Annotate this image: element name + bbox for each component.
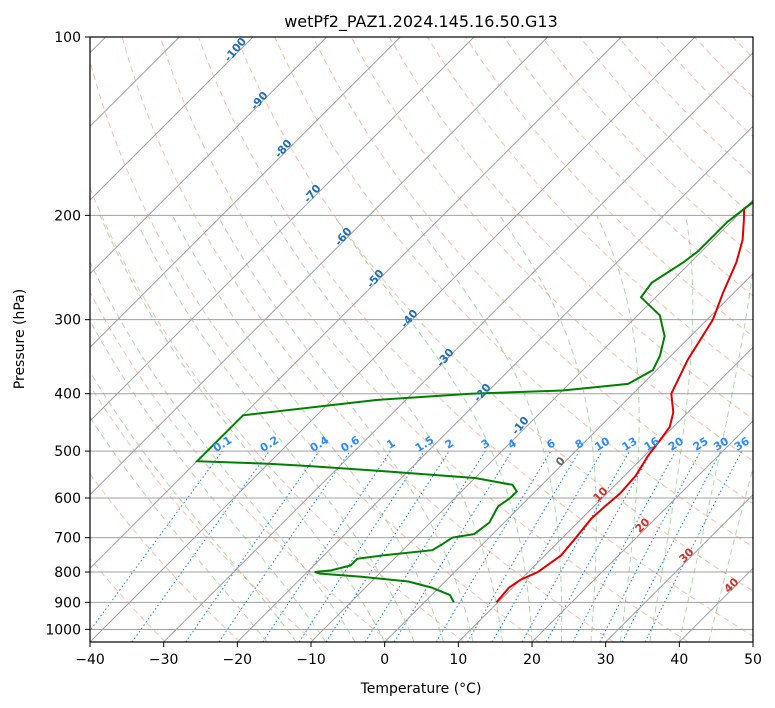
y-tick-label: 100 — [54, 30, 81, 46]
x-tick-label: −10 — [296, 652, 326, 668]
dry-adiabat — [90, 186, 465, 642]
mixing-ratio-line — [325, 450, 450, 642]
dry-adiabat — [465, 37, 753, 338]
isotherm-gridline — [163, 51, 753, 642]
x-axis: −40 −30 −20 −10 0 10 20 30 40 50 — [75, 642, 762, 668]
mixing-ratio-line — [298, 450, 425, 642]
mixing-ratio-line — [185, 450, 320, 642]
moist-adiabat — [409, 215, 563, 642]
moist-adiabat — [172, 215, 445, 642]
dry-adiabat — [90, 472, 241, 642]
dry-adiabat — [503, 37, 753, 297]
x-tick-label: −40 — [75, 652, 105, 668]
isotherm-gridline — [90, 37, 254, 201]
dry-adiabat — [350, 37, 753, 462]
mixing-ratio-line — [90, 450, 223, 632]
y-tick-label: 500 — [54, 444, 81, 460]
y-tick-label: 400 — [54, 387, 81, 403]
dry-adiabat — [388, 37, 753, 420]
mixing-ratio-line — [131, 450, 270, 642]
dry-adiabat — [274, 37, 753, 548]
x-tick-label: −30 — [149, 652, 179, 668]
mixing-ratio-line — [521, 450, 630, 642]
mixing-ratio-line — [262, 450, 392, 642]
mixing-ratio-line — [218, 450, 351, 642]
dry-adiabat — [159, 37, 689, 642]
moist-adiabat — [596, 215, 640, 642]
mixing-ratio-line — [644, 450, 743, 642]
x-tick-label: 40 — [670, 652, 688, 668]
moist-adiabat — [90, 319, 327, 642]
dewpoint-line — [194, 200, 753, 603]
moist-adiabat — [99, 215, 386, 642]
isotherm-gridline — [90, 37, 622, 570]
mixing-ratio-line — [393, 450, 513, 642]
y-tick-label: 800 — [54, 565, 81, 581]
moist-adiabat — [333, 215, 533, 642]
background-lines — [90, 37, 753, 642]
moist-adiabat — [90, 416, 268, 642]
moist-adiabat — [90, 370, 297, 642]
moist-adiabat — [90, 260, 356, 642]
x-tick-label: 50 — [744, 652, 762, 668]
isotherm-gridline — [236, 125, 753, 642]
isotherm-gridline — [90, 37, 696, 642]
isotherm-gridline — [531, 420, 753, 642]
dry-adiabat — [90, 291, 390, 642]
series-layer — [194, 200, 753, 603]
y-tick-label: 300 — [54, 313, 81, 329]
isotherm-gridline — [90, 37, 401, 349]
y-axis: 100 200 300 400 500 600 700 800 900 1000 — [45, 30, 90, 638]
temperature-line — [495, 201, 753, 603]
isotherm-gridline — [90, 37, 549, 496]
isotherm-gridline — [457, 346, 753, 642]
plot-frame — [89, 36, 754, 643]
isotherm-gridline — [384, 272, 753, 642]
dry-adiabat — [90, 384, 316, 642]
moist-adiabat — [678, 265, 753, 642]
y-axis-label: Pressure (hPa) — [12, 289, 28, 389]
isotherm-gridline — [90, 37, 475, 422]
isotherm-gridline — [90, 37, 328, 275]
moist-adiabat — [270, 215, 503, 642]
mixing-ratio-line — [545, 450, 653, 642]
x-tick-label: 10 — [449, 652, 467, 668]
y-tick-label: 600 — [54, 491, 81, 507]
isotherm-gridline — [605, 493, 753, 642]
x-tick-label: 20 — [523, 652, 541, 668]
isotherm-gridline — [310, 199, 753, 642]
moist-adiabat — [133, 215, 415, 642]
x-tick-label: −20 — [223, 652, 253, 668]
x-tick-label: 0 — [380, 652, 389, 668]
y-tick-label: 1000 — [45, 622, 81, 638]
chart-title: wetPf2_PAZ1.2024.145.16.50.G13 — [284, 12, 558, 32]
dry-adiabat — [312, 37, 753, 505]
mixing-ratio-line — [572, 450, 677, 642]
x-axis-label: Temperature (°C) — [360, 681, 482, 697]
dry-adiabat — [121, 37, 614, 642]
y-tick-label: 900 — [54, 595, 81, 611]
x-tick-label: 30 — [597, 652, 615, 668]
dry-adiabat — [90, 59, 540, 642]
y-tick-label: 200 — [54, 208, 81, 224]
y-tick-label: 700 — [54, 531, 81, 547]
moist-adiabat — [217, 215, 474, 642]
dry-adiabat — [426, 37, 753, 378]
dry-adiabat — [236, 37, 753, 592]
